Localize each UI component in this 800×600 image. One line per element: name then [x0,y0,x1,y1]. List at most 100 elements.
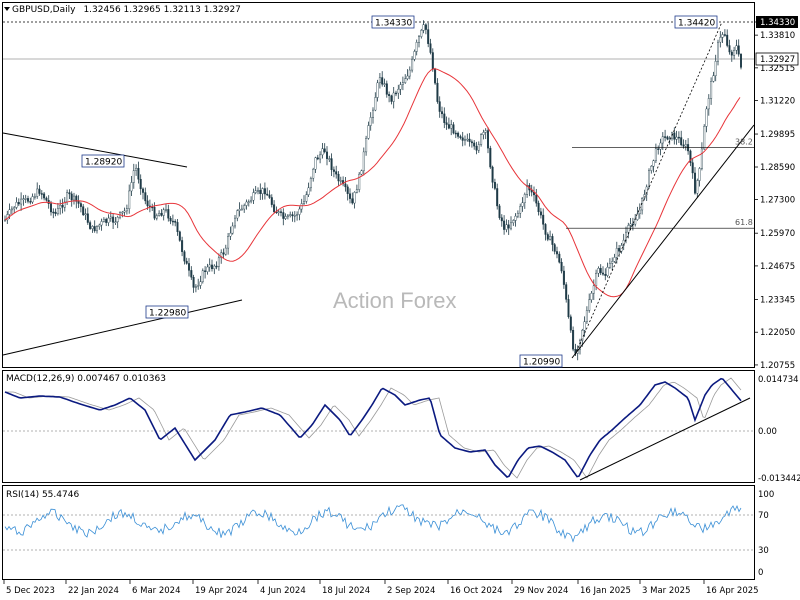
candle-body [284,216,287,219]
macd-trendline [579,397,751,481]
candle-body [675,136,678,140]
candle-body [181,240,184,252]
candle-body [141,188,144,193]
candle-body [63,201,66,208]
candle-body [597,268,600,274]
price-tick-label: 1.20755 [760,361,795,371]
candle-body [222,252,225,255]
candle-body [59,204,62,209]
candle-body [388,94,391,96]
candle-body [105,218,108,223]
candle-body [454,132,457,135]
candle-body [707,98,710,110]
candle-body [89,222,92,229]
candle-body [215,265,218,268]
high-1-34330-label: 1.34330 [375,19,412,29]
macd-main-line [4,377,742,478]
candles [3,20,743,361]
candle-body [542,214,545,225]
candle-body [385,83,388,95]
candle-body [245,201,248,206]
candle-body [351,198,354,204]
candle-body [231,225,234,234]
candle-body [266,193,269,196]
candle-body [319,154,322,160]
candle-body [270,197,273,205]
rsi-tick-label: 30 [758,546,769,556]
candle-body [305,194,308,202]
candle-body [733,50,736,56]
candle-body [408,69,411,77]
candle-body [390,95,393,102]
price-tick-label: 1.28590 [760,163,795,173]
candle-body [199,281,202,286]
candle-body [240,208,243,211]
date-axis: 5 Dec 2023 22 Jan 2024 6 Mar 2024 19 Apr 20… [3,580,759,596]
candle-body [353,192,356,204]
candle-body [698,168,701,181]
date-tick-label: 3 Mar 2025 [642,586,690,596]
candle-body [717,41,720,62]
candle-body [627,225,630,233]
candle-body [519,206,522,214]
candle-body [457,132,460,137]
candle-body [167,209,170,219]
candle-body [362,151,365,171]
candle-body [243,205,246,210]
candle-body [726,34,729,46]
trendline-lower-left [2,299,243,356]
candle-body [723,34,726,36]
candle-body [482,132,485,135]
candle-body [187,263,190,271]
candle-body [358,173,361,190]
high-1-28920-box [81,154,125,168]
price-tick-label: 1.34330 [760,18,795,28]
date-tick-label: 2 Sep 2024 [387,586,435,596]
candle-body [68,192,71,195]
candle-body [50,203,53,213]
candle-body [602,272,605,275]
macd-axis: 0.014734 0.00 -0.013442 [758,375,800,484]
candle-body [259,190,262,194]
candle-body [257,190,260,192]
candle-body [661,136,664,144]
candle-body [204,270,207,272]
candle-body [682,144,685,147]
candle-body [505,224,508,230]
candle-body [125,208,128,212]
low-1-20990-label: 1.20990 [523,358,560,368]
candle-body [250,199,253,202]
symbol-header: GBPUSD,Daily 1.32456 1.32965 1.32113 1.32… [12,5,241,15]
candle-body [604,274,607,276]
candle-body [638,209,641,215]
date-tick-label: 16 Oct 2024 [450,586,503,596]
candle-body [190,270,193,278]
candle-body [719,37,722,43]
low-1-20990-box [519,354,563,368]
rsi-path [4,504,742,543]
candle-body [411,59,414,71]
candle-body [438,101,441,112]
candle-body [227,236,230,249]
candle-body [516,212,519,217]
candle-body [107,217,110,223]
candle-body [268,194,271,198]
candle-body [406,75,409,79]
candle-body [521,202,524,207]
candle-body [339,180,342,182]
candle-body [365,138,368,153]
candle-body [429,43,432,53]
candle-body [415,42,418,52]
date-tick-label: 29 Nov 2024 [514,586,568,596]
candle-body [712,75,715,82]
candle-body [178,231,181,241]
candle-body [217,257,220,267]
candle-body [72,195,75,201]
date-tick-label: 18 Jul 2024 [322,586,370,596]
candle-body [160,212,163,216]
candle-body [700,148,703,169]
candle-body [645,186,648,195]
candle-body [121,211,124,214]
symbol-name: GBPUSD,Daily [12,5,76,15]
candle-body [537,202,540,212]
